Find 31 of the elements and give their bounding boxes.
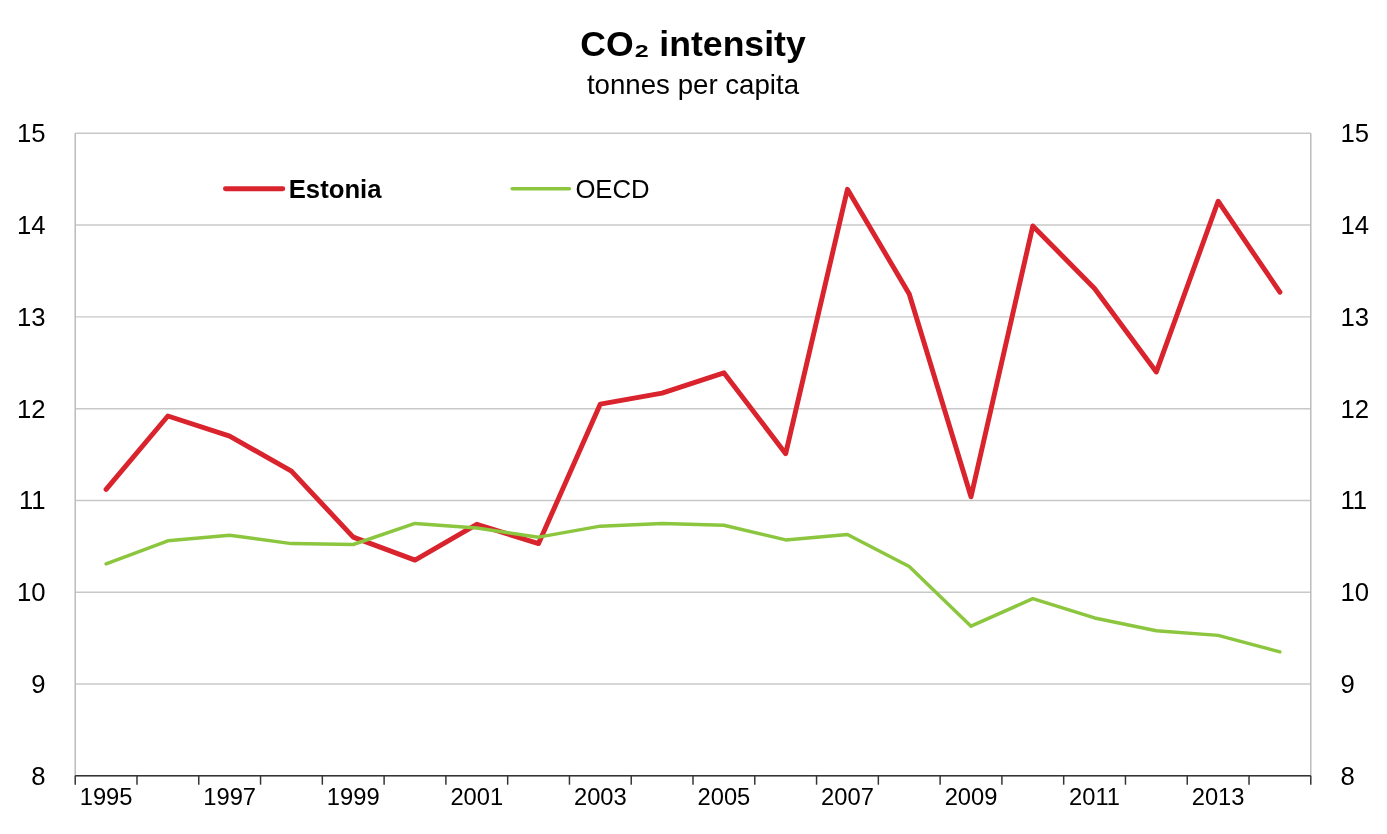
x-tick-label: 2005 <box>697 784 751 811</box>
legend-label: Estonia <box>288 174 383 203</box>
x-tick-label: 2013 <box>1191 784 1245 811</box>
x-tick-label: 2007 <box>821 784 874 811</box>
y2-tick-label: 11 <box>1340 486 1368 515</box>
x-tick-label: 1999 <box>326 784 380 811</box>
legend-label: OECD <box>575 174 650 203</box>
y-tick-label: 14 <box>16 211 46 240</box>
line-series <box>104 521 1282 654</box>
y-tick-label: 12 <box>16 394 46 423</box>
x-tick-label: 1997 <box>203 784 257 811</box>
y2-tick-label: 15 <box>1340 119 1370 148</box>
y2-tick-label: 8 <box>1340 761 1355 790</box>
x-tick-label: 2009 <box>944 784 998 811</box>
x-tick-label: 2001 <box>450 784 504 811</box>
x-tick-label: 1995 <box>79 784 133 811</box>
y2-tick-label: 13 <box>1340 302 1370 331</box>
y-tick-label: 10 <box>16 578 46 607</box>
y-tick-label: 8 <box>31 761 46 790</box>
y-tick-label: 11 <box>18 486 46 515</box>
y2-tick-label: 10 <box>1340 578 1370 607</box>
chart-title: CO₂ intensity <box>580 24 806 65</box>
chart-subtitle: tonnes per capita <box>586 68 800 100</box>
y2-tick-label: 14 <box>1340 211 1370 240</box>
y-tick-label: 15 <box>16 119 46 148</box>
y2-tick-label: 12 <box>1340 394 1370 423</box>
y-tick-label: 9 <box>31 670 46 699</box>
x-tick-label: 2011 <box>1069 784 1121 811</box>
x-tick-label: 2003 <box>573 784 627 811</box>
y-tick-label: 13 <box>16 302 46 331</box>
y2-tick-label: 9 <box>1340 670 1355 699</box>
